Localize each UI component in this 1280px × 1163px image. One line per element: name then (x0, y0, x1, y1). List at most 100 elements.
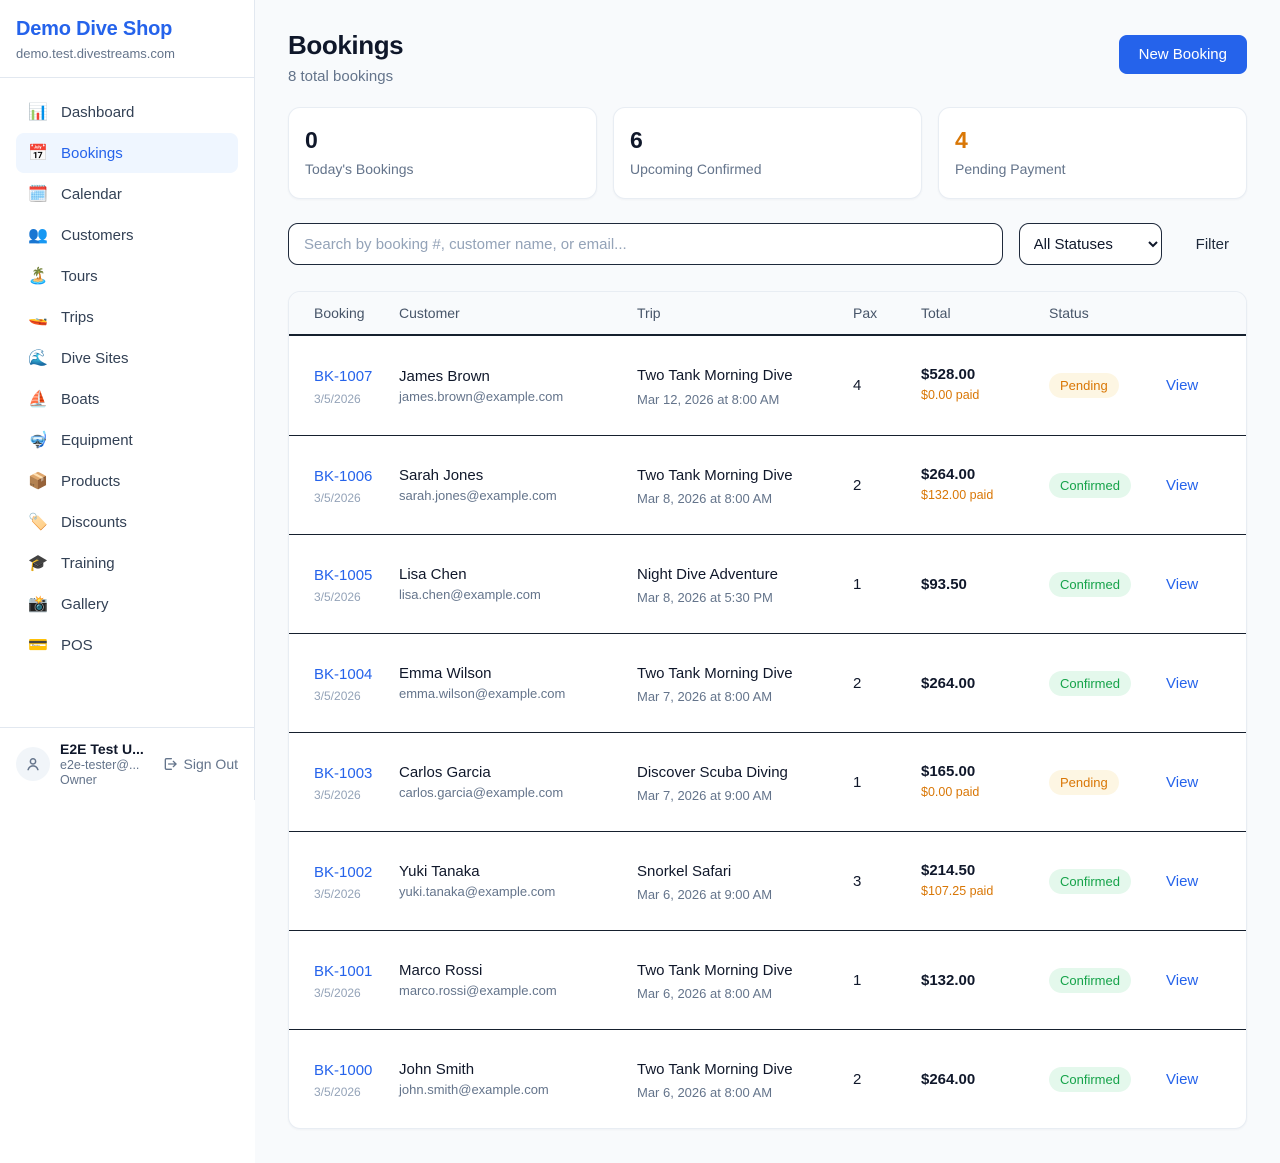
view-link[interactable]: View (1166, 377, 1199, 394)
column-header-pax: Pax (853, 305, 878, 321)
pax-cell: 1 (853, 971, 862, 989)
trip-datetime: Mar 7, 2026 at 9:00 AM (637, 788, 773, 804)
paid-amount: $107.25 paid (921, 883, 994, 898)
shop-name: Demo Dive Shop (16, 18, 173, 40)
status-cell: Pending (1049, 358, 1166, 413)
booking-id-link[interactable]: BK-1006 (314, 467, 373, 485)
sidebar-item-bookings[interactable]: 📅 Bookings (16, 133, 238, 173)
customer-name: Marco Rossi (399, 962, 483, 979)
booking-id-link[interactable]: BK-1001 (314, 962, 373, 980)
sign-out-icon (164, 758, 177, 770)
customer-cell: Lisa Chen lisa.chen@example.com (399, 551, 637, 617)
search-input[interactable] (288, 223, 1003, 265)
sidebar-item-boats[interactable]: ⛵ Boats (16, 379, 238, 419)
booking-id-link[interactable]: BK-1003 (314, 764, 373, 782)
status-badge: Pending (1049, 769, 1119, 795)
column-header-total: Total (921, 305, 951, 321)
view-link[interactable]: View (1166, 674, 1199, 692)
products-icon: 📦 (28, 473, 48, 490)
user-icon (27, 758, 39, 771)
sidebar-item-label: POS (61, 636, 93, 654)
sidebar-item-gallery[interactable]: 📸 Gallery (16, 584, 238, 624)
view-link[interactable]: View (1166, 773, 1199, 791)
customer-name: Sarah Jones (399, 467, 484, 484)
view-link[interactable]: View (1166, 872, 1199, 890)
customers-icon: 👥 (28, 227, 48, 244)
total-cell: $264.00 $132.00 paid (921, 451, 1049, 520)
sidebar-item-label: Calendar (61, 185, 122, 203)
sidebar-item-products[interactable]: 📦 Products (16, 461, 238, 501)
trip-datetime: Mar 8, 2026 at 5:30 PM (637, 590, 773, 606)
actions-cell: View (1166, 561, 1246, 608)
customer-name: Carlos Garcia (399, 764, 491, 781)
trip-cell: Night Dive Adventure Mar 8, 2026 at 5:30… (637, 548, 853, 620)
total-amount: $214.50 (921, 861, 976, 879)
customer-cell: Carlos Garcia carlos.garcia@example.com (399, 749, 637, 815)
actions-cell: View (1166, 362, 1246, 409)
pax-cell: 2 (853, 476, 862, 494)
booking-id-link[interactable]: BK-1002 (314, 863, 373, 881)
trip-name: Night Dive Adventure (637, 565, 778, 583)
column-header-actions (1166, 292, 1246, 334)
total-amount: $264.00 (921, 465, 976, 483)
total-cell: $165.00 $0.00 paid (921, 748, 1049, 817)
pax-cell: 3 (853, 872, 862, 890)
actions-cell: View (1166, 759, 1246, 806)
actions-cell: View (1166, 462, 1246, 509)
status-badge: Confirmed (1049, 1066, 1131, 1092)
view-link[interactable]: View (1166, 575, 1199, 593)
user-email: e2e-tester@... (60, 758, 140, 772)
sidebar-item-label: Tours (61, 267, 98, 285)
trip-name: Two Tank Morning Dive (637, 466, 793, 484)
trip-datetime: Mar 8, 2026 at 8:00 AM (637, 491, 773, 507)
view-link[interactable]: View (1166, 476, 1199, 494)
sidebar-item-pos[interactable]: 💳 POS (16, 625, 238, 665)
new-booking-button[interactable]: New Booking (1118, 35, 1247, 74)
booking-id-link[interactable]: BK-1000 (314, 1061, 373, 1079)
sidebar-item-dashboard[interactable]: 📊 Dashboard (16, 92, 238, 132)
status-filter-select[interactable]: All Statuses (1018, 223, 1162, 265)
trip-name: Two Tank Morning Dive (637, 1060, 793, 1078)
sidebar-item-training[interactable]: 🎓 Training (16, 543, 238, 583)
sidebar-item-trips[interactable]: 🚤 Trips (16, 297, 238, 337)
sidebar-item-tours[interactable]: 🏝️ Tours (16, 256, 238, 296)
status-badge: Confirmed (1049, 571, 1131, 597)
status-cell: Confirmed (1049, 1052, 1166, 1107)
main-content: Bookings 8 total bookings New Booking 0 … (255, 0, 1280, 1163)
total-cell: $132.00 (921, 957, 1049, 1004)
sidebar-item-label: Customers (61, 226, 134, 244)
trip-name: Snorkel Safari (637, 862, 732, 880)
booking-date: 3/5/2026 (314, 491, 361, 506)
gallery-icon: 📸 (28, 596, 48, 613)
customer-email: james.brown@example.com (399, 388, 564, 404)
sidebar-item-equipment[interactable]: 🤿 Equipment (16, 420, 238, 460)
customer-name: John Smith (399, 1061, 475, 1078)
view-link[interactable]: View (1166, 1070, 1199, 1088)
filter-button[interactable]: Filter (1178, 228, 1247, 261)
sidebar-item-discounts[interactable]: 🏷️ Discounts (16, 502, 238, 542)
view-link[interactable]: View (1166, 971, 1199, 989)
customer-email: emma.wilson@example.com (399, 686, 566, 701)
sidebar-item-customers[interactable]: 👥 Customers (16, 215, 238, 255)
total-amount: $93.50 (921, 575, 967, 593)
sign-out-button[interactable]: Sign Out (162, 756, 238, 772)
sidebar-item-dive-sites[interactable]: 🌊 Dive Sites (16, 338, 238, 378)
sidebar-nav: 📊 Dashboard 📅 Bookings 🗓️ Calendar 👥 Cus… (0, 78, 254, 727)
stat-value: 6 (630, 127, 643, 153)
customer-email: lisa.chen@example.com (399, 587, 541, 602)
sidebar-item-calendar[interactable]: 🗓️ Calendar (16, 174, 238, 214)
booking-id-link[interactable]: BK-1004 (314, 665, 373, 683)
booking-cell: BK-1003 3/5/2026 (289, 747, 399, 817)
column-header-customer: Customer (399, 305, 460, 321)
trip-cell: Two Tank Morning Dive Mar 6, 2026 at 8:0… (637, 1043, 853, 1115)
booking-cell: BK-1005 3/5/2026 (289, 549, 399, 619)
customer-cell: Marco Rossi marco.rossi@example.com (399, 947, 637, 1013)
pax-cell: 4 (853, 377, 862, 394)
sidebar-item-label: Gallery (61, 595, 109, 613)
total-amount: $528.00 (921, 366, 976, 384)
customer-cell: Yuki Tanaka yuki.tanaka@example.com (399, 848, 637, 914)
booking-id-link[interactable]: BK-1007 (314, 368, 373, 386)
actions-cell: View (1166, 1056, 1246, 1103)
status-cell: Confirmed (1049, 953, 1166, 1008)
booking-id-link[interactable]: BK-1005 (314, 566, 373, 584)
